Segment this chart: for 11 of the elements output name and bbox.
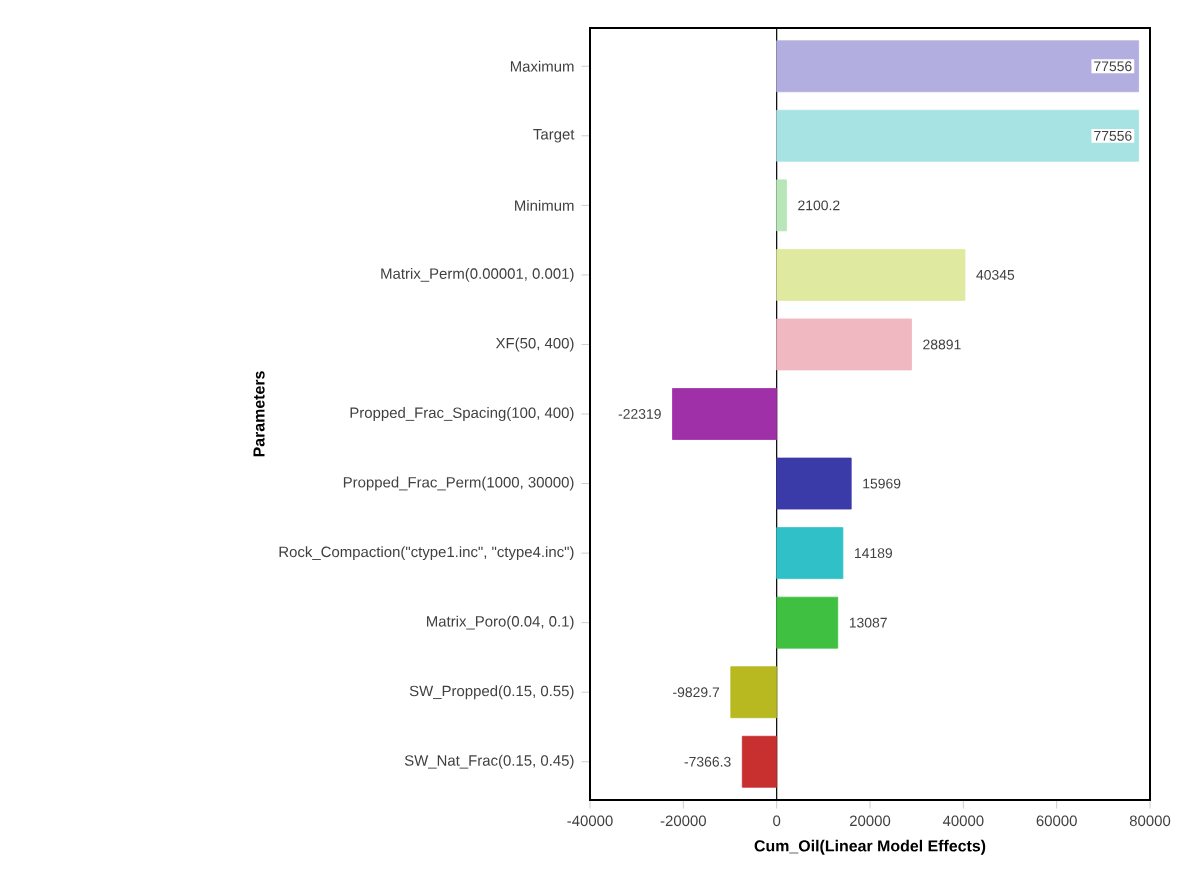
bar [776, 318, 912, 371]
bar [776, 527, 844, 580]
bar [776, 109, 1139, 162]
bar [776, 179, 787, 232]
bar [730, 666, 778, 719]
bar [776, 40, 1139, 93]
bar [776, 596, 839, 649]
bar [776, 457, 852, 510]
bar [741, 735, 778, 788]
bar [776, 249, 966, 301]
bar [672, 388, 778, 440]
